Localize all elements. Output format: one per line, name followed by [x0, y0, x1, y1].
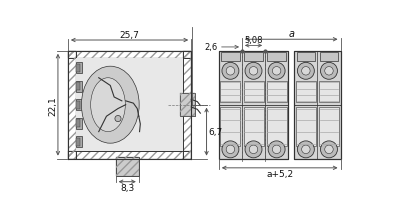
Text: 6,7: 6,7	[208, 128, 222, 137]
Bar	[267, 108, 287, 146]
Bar	[68, 151, 191, 159]
Bar	[221, 53, 240, 62]
Text: a: a	[288, 29, 294, 39]
Circle shape	[245, 63, 262, 80]
Bar	[294, 52, 340, 159]
Bar	[68, 52, 191, 59]
Bar	[68, 52, 76, 159]
Bar	[267, 53, 286, 62]
Circle shape	[272, 67, 281, 76]
Bar	[244, 53, 263, 62]
Bar	[76, 118, 82, 129]
Text: 2,6: 2,6	[204, 43, 217, 52]
Bar	[68, 52, 76, 159]
Circle shape	[272, 145, 281, 154]
Circle shape	[249, 67, 258, 76]
Circle shape	[268, 63, 285, 80]
Circle shape	[226, 145, 235, 154]
Circle shape	[302, 67, 310, 76]
Bar	[220, 108, 240, 146]
Bar	[116, 157, 139, 176]
Bar	[76, 101, 80, 109]
Circle shape	[245, 141, 262, 158]
Circle shape	[302, 145, 310, 154]
Bar	[244, 108, 264, 146]
Bar	[76, 100, 82, 111]
Bar	[319, 81, 339, 103]
Circle shape	[222, 141, 239, 158]
Bar	[184, 52, 191, 159]
Circle shape	[268, 141, 285, 158]
Text: a+5,2: a+5,2	[266, 169, 293, 178]
Ellipse shape	[82, 67, 139, 144]
Bar	[76, 137, 82, 147]
Circle shape	[325, 145, 333, 154]
Bar	[76, 81, 82, 92]
Bar	[184, 52, 191, 159]
Bar	[76, 138, 80, 146]
Text: 5,08: 5,08	[244, 36, 263, 45]
Bar	[296, 108, 316, 146]
Bar	[76, 120, 80, 127]
Ellipse shape	[91, 78, 125, 132]
Circle shape	[249, 145, 258, 154]
Bar	[76, 59, 184, 151]
Bar	[76, 83, 80, 91]
Bar	[180, 94, 195, 117]
Bar	[294, 52, 340, 159]
Circle shape	[226, 67, 235, 76]
Circle shape	[297, 141, 314, 158]
Circle shape	[320, 141, 338, 158]
Circle shape	[222, 63, 239, 80]
Bar	[244, 81, 264, 103]
Bar	[319, 108, 339, 146]
Circle shape	[320, 63, 338, 80]
Bar	[296, 81, 316, 103]
Bar	[68, 52, 191, 59]
Circle shape	[297, 63, 314, 80]
Bar	[297, 53, 315, 62]
Bar	[267, 81, 287, 103]
Text: 25,7: 25,7	[120, 31, 140, 40]
Bar	[116, 157, 139, 176]
Bar	[320, 53, 338, 62]
Bar	[76, 64, 80, 72]
Bar	[68, 151, 191, 159]
Bar	[219, 52, 288, 159]
Bar	[76, 63, 82, 74]
Bar	[220, 81, 240, 103]
Text: 8,3: 8,3	[120, 183, 134, 192]
Text: 22,1: 22,1	[48, 95, 57, 115]
Circle shape	[325, 67, 333, 76]
Bar	[180, 94, 195, 117]
Bar	[219, 52, 288, 159]
Circle shape	[115, 116, 121, 122]
